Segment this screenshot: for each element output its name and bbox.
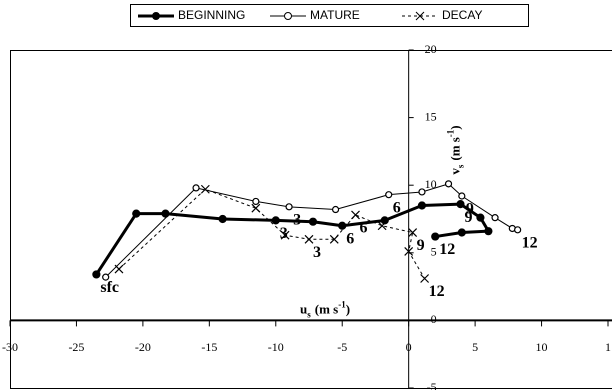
legend-marker — [415, 11, 425, 21]
x-tick-label: 0 — [406, 340, 412, 354]
marker-stroke — [329, 234, 339, 244]
series-line — [105, 183, 518, 278]
series-line — [118, 188, 426, 279]
marker — [251, 203, 261, 213]
legend-marker — [152, 12, 160, 20]
x-axis-title-part: ) — [346, 301, 350, 316]
marker — [458, 192, 466, 200]
point-label: 12 — [439, 241, 455, 258]
legend-label: DECAY — [442, 8, 482, 22]
marker-stroke — [408, 228, 418, 237]
marker-stroke — [304, 234, 314, 244]
marker — [285, 203, 293, 211]
marker — [404, 247, 414, 256]
x-tick-label: 10 — [536, 340, 548, 354]
marker-stroke — [351, 210, 360, 220]
point-label: sfc — [100, 279, 119, 296]
y-axis-title-part: ) — [448, 125, 463, 129]
marker — [271, 216, 280, 225]
legend-marker — [284, 12, 292, 20]
marker — [252, 197, 260, 206]
marker — [331, 205, 340, 214]
y-tick-label: 15 — [425, 109, 437, 123]
marker — [102, 273, 110, 281]
x-axis-title-part: s — [307, 309, 311, 319]
point-label: 12 — [429, 283, 445, 300]
y-tick-label: 10 — [425, 177, 437, 191]
y-axis-title-part: (m s — [448, 137, 463, 160]
marker — [417, 201, 427, 210]
marker — [377, 221, 387, 231]
x-axis-title: us (m s-1) — [300, 299, 350, 319]
x-tick-label: 1 — [605, 340, 611, 354]
y-axis-title-part: -1 — [446, 129, 456, 137]
marker — [444, 180, 453, 188]
x-tick-label: -10 — [268, 340, 284, 354]
marker — [200, 184, 210, 194]
y-tick-label: -5 — [427, 380, 437, 390]
point-label: 3 — [293, 212, 301, 229]
x-tick-label: 5 — [472, 340, 478, 354]
marker — [418, 188, 426, 196]
point-label: 12 — [522, 234, 538, 251]
x-tick-label: -25 — [68, 340, 84, 354]
point-label: 6 — [360, 220, 368, 237]
marker — [385, 191, 393, 199]
point-label: 6 — [346, 230, 354, 247]
marker — [491, 214, 499, 222]
point-label: 9 — [417, 237, 425, 254]
legend: BEGINNING MATURE DECAY — [138, 8, 482, 22]
marker — [431, 232, 440, 241]
marker-stroke — [280, 230, 290, 240]
marker — [408, 228, 418, 237]
x-axis-title-part: u — [300, 301, 307, 316]
point-label: 9 — [464, 209, 472, 226]
y-axis-title-part: v — [448, 168, 463, 175]
y-axis-title-part: s — [456, 164, 466, 168]
marker-stroke — [420, 274, 430, 283]
marker — [514, 226, 522, 234]
y-tick-label: 0 — [431, 312, 437, 326]
marker — [476, 213, 485, 222]
marker — [280, 230, 290, 240]
marker — [457, 228, 466, 237]
x-tick-label: -15 — [201, 340, 217, 354]
point-label: 3 — [313, 244, 321, 261]
point-label: 9 — [466, 201, 474, 218]
x-axis-title-part: (m s — [315, 301, 338, 316]
marker-stroke — [404, 247, 414, 256]
marker-stroke — [114, 264, 124, 274]
marker — [161, 209, 170, 218]
marker — [456, 200, 465, 209]
marker — [114, 264, 124, 274]
marker — [92, 270, 101, 279]
y-axis-title: vs (m s-1) — [446, 125, 466, 174]
legend-label: BEGINNING — [178, 8, 245, 22]
plot-frame — [10, 50, 612, 389]
marker — [484, 227, 493, 236]
marker — [420, 274, 430, 283]
marker-stroke — [200, 184, 210, 194]
marker — [132, 209, 141, 218]
x-axis-title-part: -1 — [338, 299, 346, 309]
marker — [329, 234, 339, 244]
x-tick-label: -5 — [337, 340, 347, 354]
marker — [338, 221, 347, 230]
marker-stroke — [377, 221, 387, 231]
legend-box — [130, 4, 529, 27]
marker — [192, 184, 200, 192]
y-tick-label: 20 — [425, 42, 437, 56]
legend-label: MATURE — [310, 8, 360, 22]
point-label: 6 — [393, 199, 401, 216]
marker-stroke — [251, 203, 261, 213]
x-tick-label: -30 — [2, 340, 18, 354]
marker — [351, 210, 360, 220]
marker — [304, 234, 314, 244]
y-tick-label: 5 — [431, 245, 437, 259]
marker — [218, 214, 227, 224]
x-tick-label: -20 — [135, 340, 151, 354]
marker — [308, 217, 318, 226]
